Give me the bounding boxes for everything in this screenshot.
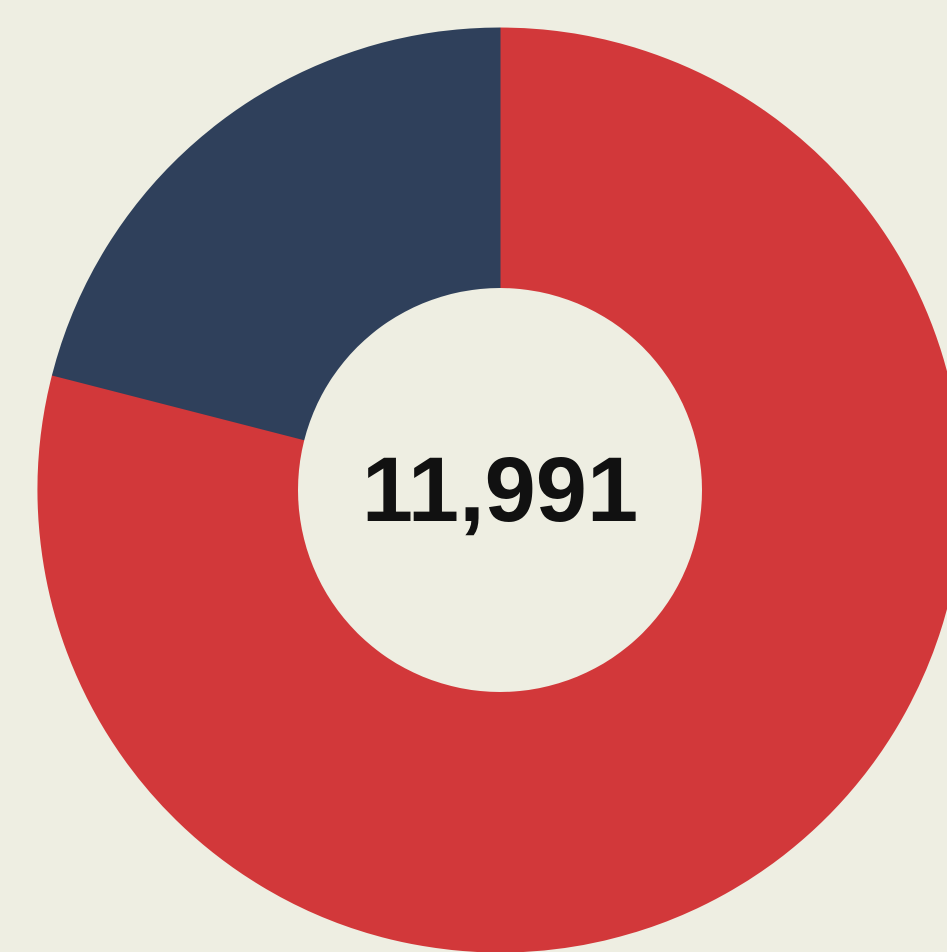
donut-hole	[298, 288, 702, 692]
center-total-label: 11,991	[362, 439, 638, 541]
